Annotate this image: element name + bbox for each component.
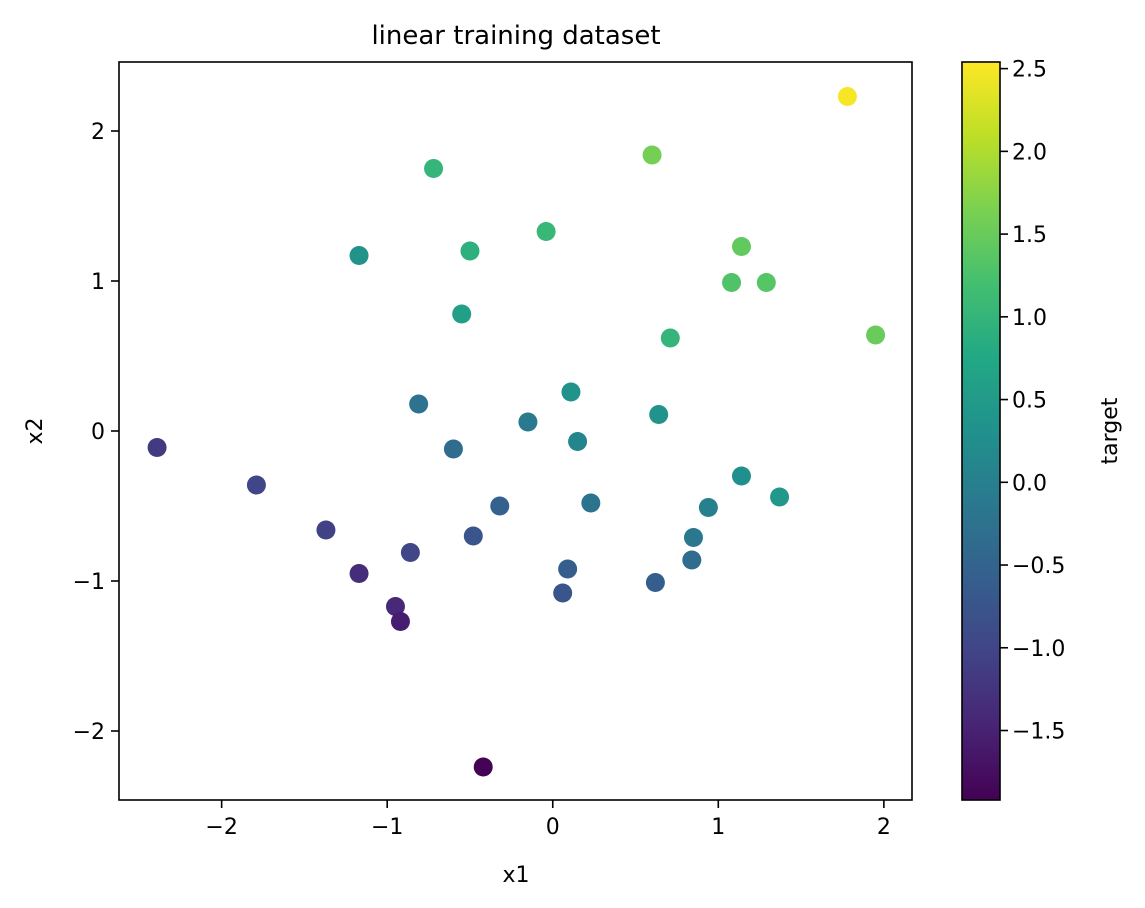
chart-title: linear training dataset (371, 21, 660, 51)
y-tick-label: 1 (91, 270, 105, 295)
scatter-point (490, 496, 510, 516)
colorbar-tick-label: −1.0 (1012, 637, 1065, 662)
scatter-point (866, 325, 886, 345)
scatter-point (400, 543, 420, 562)
scatter-point (452, 304, 472, 324)
scatter-point (770, 487, 790, 507)
scatter-point (473, 757, 493, 777)
scatter-point (642, 145, 662, 165)
scatter-point (558, 559, 578, 579)
scatter-point (645, 573, 665, 592)
scatter-point (731, 237, 751, 256)
colorbar-ticks: −1.5 −1.0 −0.5 0.0 0.5 1.0 1.5 2.0 2.5 (1000, 58, 1065, 745)
scatter-point (731, 466, 751, 486)
scatter-point (443, 439, 463, 459)
y-tick-label: 2 (91, 120, 105, 145)
scatter-point (349, 564, 369, 583)
colorbar-tick-label: −0.5 (1012, 554, 1065, 579)
scatter-point (553, 583, 573, 603)
plot-frame (118, 61, 913, 801)
colorbar-tick-label: 2.5 (1012, 58, 1047, 83)
y-tick-label: −1 (73, 570, 105, 595)
colorbar-tick-label: 0.0 (1012, 471, 1047, 496)
x-axis-ticks: −2 −1 0 1 2 (205, 800, 891, 840)
scatter-point (518, 412, 538, 432)
x-axis-label: x1 (502, 863, 529, 888)
colorbar (961, 61, 1001, 801)
colorbar-tick-label: 2.0 (1012, 140, 1047, 165)
scatter-point (568, 432, 588, 451)
scatter-point (463, 526, 483, 546)
scatter-point (390, 612, 410, 631)
scatter-point (698, 498, 718, 517)
x-tick-label: −2 (205, 815, 237, 840)
colorbar-tick-label: 1.0 (1012, 306, 1047, 331)
scatter-point (649, 405, 669, 424)
scatter-point (385, 597, 405, 616)
colorbar-tick-label: 1.5 (1012, 223, 1047, 248)
scatter-point (756, 273, 776, 292)
scatter-point (581, 493, 601, 513)
colorbar-label: target (1098, 397, 1123, 464)
scatter-point (316, 520, 336, 540)
y-tick-label: 0 (91, 420, 105, 445)
colorbar-tick-label: −1.5 (1012, 720, 1065, 745)
scatter-point (660, 328, 680, 348)
y-axis-label: x2 (23, 417, 48, 444)
x-tick-label: −1 (371, 815, 403, 840)
scatter-point (683, 528, 703, 547)
scatter-point (424, 159, 444, 178)
scatter-points (147, 87, 886, 777)
x-tick-label: 2 (877, 815, 891, 840)
scatter-point (349, 246, 369, 265)
scatter-point (246, 475, 266, 495)
scatter-point (536, 222, 556, 241)
colorbar-tick-label: 0.5 (1012, 389, 1047, 414)
scatter-point (561, 382, 581, 402)
scatter-point (837, 87, 857, 106)
x-tick-label: 1 (711, 815, 725, 840)
scatter-point (460, 241, 480, 261)
y-axis-ticks: −2 −1 0 1 2 (73, 120, 119, 745)
scatter-point (147, 438, 167, 457)
x-tick-label: 0 (546, 815, 560, 840)
scatter-point (722, 273, 742, 292)
scatter-point (682, 550, 702, 570)
scatter-point (409, 394, 429, 414)
y-tick-label: −2 (73, 720, 105, 745)
